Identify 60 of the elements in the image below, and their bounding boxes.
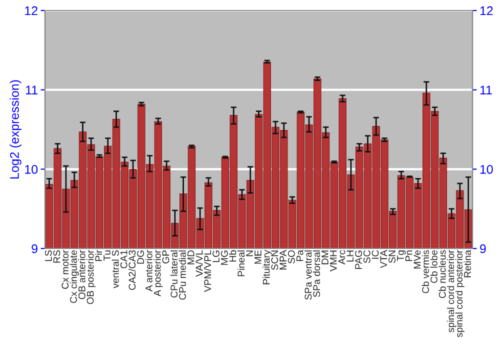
x-tick-label: Arc bbox=[338, 250, 346, 264]
x-tick-label: SPa dorsal bbox=[312, 250, 320, 297]
x-tick-label: CPu lateral bbox=[170, 250, 178, 298]
y-tick-label: 10 bbox=[25, 164, 38, 174]
x-tick-label: Pn bbox=[405, 250, 412, 261]
y2-tick-label: 9 bbox=[480, 244, 486, 254]
x-tick-label: Tg bbox=[397, 250, 406, 262]
x-tick-label: A posterior bbox=[154, 250, 163, 296]
x-tick-label: Pir bbox=[94, 250, 102, 261]
y2-tick-label: 12 bbox=[480, 6, 493, 16]
x-tick-label: DM bbox=[322, 250, 328, 264]
x-tick-label: VTA bbox=[380, 250, 387, 268]
x-tick-label: ME bbox=[254, 250, 262, 264]
x-tick-label: CPu medial bbox=[178, 250, 186, 300]
x-tick-label: LS bbox=[44, 250, 52, 261]
x-tick-label: N bbox=[246, 250, 253, 256]
x-tick-label: IC bbox=[372, 250, 379, 259]
x-tick-label: ventral S bbox=[112, 250, 119, 288]
x-tick-label: GP bbox=[162, 250, 170, 264]
x-tick-label: Pituitary bbox=[262, 250, 272, 284]
y2-tick-label: 10 bbox=[480, 164, 493, 174]
x-tick-label: LG bbox=[212, 250, 220, 262]
x-tick-label: MG bbox=[220, 250, 228, 265]
x-tick-label: VA/VL bbox=[196, 250, 203, 277]
y2-tick-label: 11 bbox=[480, 86, 492, 94]
x-tick-label: DG bbox=[137, 250, 144, 264]
x-tick-label: spinal cord anterior bbox=[447, 250, 456, 332]
x-tick-label: SCN bbox=[271, 250, 278, 270]
x-tick-label: OB anterior bbox=[78, 250, 86, 300]
x-tick-label: Tu bbox=[104, 250, 110, 261]
y-axis-title: Log2 (expression) bbox=[10, 80, 22, 178]
x-tick-label: CA2/CA3 bbox=[128, 250, 136, 290]
x-tick-label: SN bbox=[388, 250, 396, 263]
x-tick-label: MPA bbox=[280, 250, 286, 270]
x-tick-label: PAG bbox=[355, 250, 362, 269]
x-tick-label: LH bbox=[346, 250, 354, 262]
x-tick-label: MVe bbox=[414, 250, 421, 269]
x-tick-label: OB posterior bbox=[86, 250, 96, 304]
x-tick-label: Cb lobe bbox=[430, 250, 438, 283]
x-tick-label: MD bbox=[188, 250, 194, 264]
x-tick-label: Retina bbox=[464, 250, 471, 278]
x-tick-label: Cx cingulate bbox=[70, 250, 79, 303]
x-tick-label: Cb vermis bbox=[422, 250, 430, 294]
x-tick-label: spinal cord posterior bbox=[455, 250, 464, 338]
x-tick-label: Cx motor bbox=[62, 250, 69, 289]
y-tick-label: 11 bbox=[26, 86, 38, 94]
x-tick-label: SPa ventral bbox=[304, 250, 312, 300]
x-tick-label: Cb nucleus bbox=[438, 250, 446, 298]
x-tick-label: SO bbox=[288, 250, 295, 264]
x-tick-label: Hb bbox=[229, 250, 236, 262]
x-tick-label: CA1 bbox=[120, 250, 128, 268]
y-tick-label: 12 bbox=[25, 6, 38, 16]
x-tick-label: A anterior bbox=[145, 250, 152, 292]
x-tick-label: VPM/VPL bbox=[204, 250, 212, 292]
x-tick-label: Pa bbox=[296, 250, 304, 261]
x-tick-label: RS bbox=[53, 250, 60, 263]
y-tick-label: 9 bbox=[32, 244, 38, 254]
x-tick-label: VMH bbox=[330, 250, 337, 272]
x-tick-label: Pineal bbox=[237, 250, 245, 276]
x-tick-label: SC bbox=[363, 250, 370, 263]
